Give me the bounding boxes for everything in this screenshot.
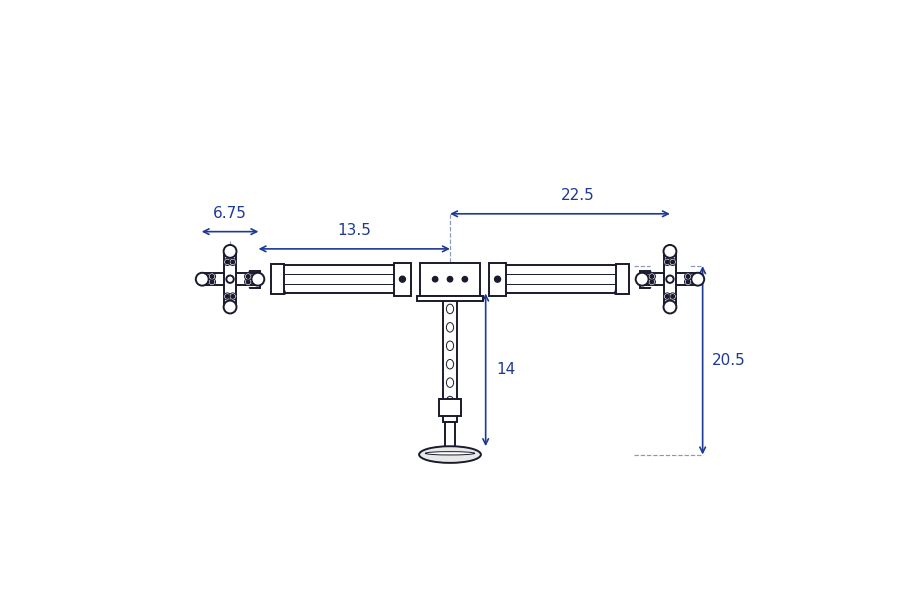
Text: 20.5: 20.5: [712, 353, 745, 368]
Ellipse shape: [446, 378, 454, 388]
Circle shape: [670, 295, 674, 298]
Circle shape: [665, 295, 669, 298]
Ellipse shape: [446, 397, 454, 406]
Ellipse shape: [446, 323, 454, 332]
Circle shape: [648, 273, 655, 280]
Circle shape: [433, 277, 437, 282]
Circle shape: [230, 293, 237, 300]
Polygon shape: [642, 273, 698, 286]
FancyBboxPatch shape: [445, 422, 455, 452]
Polygon shape: [224, 251, 236, 307]
Circle shape: [648, 278, 655, 286]
Ellipse shape: [426, 452, 474, 455]
FancyBboxPatch shape: [439, 399, 461, 416]
FancyBboxPatch shape: [394, 263, 410, 296]
Circle shape: [447, 277, 453, 282]
Ellipse shape: [419, 446, 481, 463]
Circle shape: [224, 293, 231, 300]
Circle shape: [685, 273, 691, 280]
Circle shape: [209, 278, 215, 286]
Circle shape: [247, 275, 250, 278]
Circle shape: [209, 273, 215, 280]
Text: 22.5: 22.5: [561, 188, 595, 203]
Circle shape: [663, 245, 677, 258]
Circle shape: [251, 273, 265, 286]
Polygon shape: [498, 265, 626, 293]
Circle shape: [230, 259, 237, 266]
Circle shape: [400, 276, 405, 282]
Circle shape: [211, 260, 227, 276]
Circle shape: [231, 260, 235, 264]
FancyBboxPatch shape: [616, 264, 629, 294]
FancyBboxPatch shape: [271, 264, 284, 294]
Circle shape: [635, 273, 649, 286]
Text: 14: 14: [497, 362, 516, 377]
FancyBboxPatch shape: [242, 271, 260, 288]
Circle shape: [245, 273, 252, 280]
Polygon shape: [202, 273, 258, 286]
Circle shape: [666, 275, 674, 283]
Circle shape: [665, 260, 669, 264]
Circle shape: [245, 278, 252, 286]
Circle shape: [224, 259, 231, 266]
Circle shape: [673, 282, 689, 299]
Circle shape: [663, 301, 677, 313]
Circle shape: [651, 282, 667, 299]
Circle shape: [650, 275, 653, 278]
Ellipse shape: [446, 304, 454, 314]
Circle shape: [223, 301, 237, 313]
Circle shape: [495, 276, 500, 282]
Circle shape: [196, 273, 209, 286]
Ellipse shape: [446, 359, 454, 369]
Circle shape: [650, 280, 653, 284]
FancyBboxPatch shape: [420, 263, 480, 296]
FancyBboxPatch shape: [490, 263, 506, 296]
FancyBboxPatch shape: [444, 294, 456, 422]
Circle shape: [669, 259, 676, 266]
Circle shape: [686, 275, 689, 278]
Text: 6.75: 6.75: [213, 206, 247, 221]
Text: 13.5: 13.5: [338, 223, 371, 238]
Circle shape: [231, 295, 235, 298]
Circle shape: [669, 293, 676, 300]
Circle shape: [670, 260, 674, 264]
Circle shape: [651, 260, 667, 276]
Polygon shape: [274, 265, 402, 293]
FancyBboxPatch shape: [418, 296, 482, 301]
Circle shape: [211, 282, 227, 299]
FancyBboxPatch shape: [640, 271, 658, 288]
Circle shape: [223, 245, 237, 258]
Circle shape: [211, 280, 214, 284]
Circle shape: [233, 260, 249, 276]
Ellipse shape: [446, 341, 454, 350]
Circle shape: [226, 260, 230, 264]
Circle shape: [226, 275, 234, 283]
Circle shape: [247, 280, 250, 284]
Circle shape: [673, 260, 689, 276]
Circle shape: [463, 277, 467, 282]
Circle shape: [663, 259, 670, 266]
Circle shape: [233, 282, 249, 299]
Circle shape: [663, 293, 670, 300]
Circle shape: [211, 275, 214, 278]
Circle shape: [226, 295, 230, 298]
Circle shape: [685, 278, 691, 286]
Polygon shape: [664, 251, 676, 307]
Circle shape: [691, 273, 704, 286]
Circle shape: [686, 280, 689, 284]
